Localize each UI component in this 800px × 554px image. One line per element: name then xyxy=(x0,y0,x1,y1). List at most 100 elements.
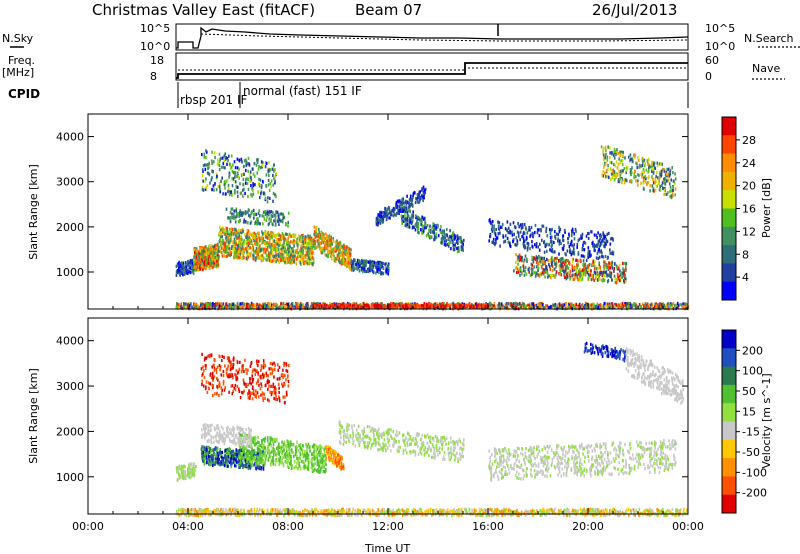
range-gate-cell xyxy=(372,261,374,265)
range-gate-cell xyxy=(421,230,423,234)
range-gate-cell xyxy=(557,239,559,243)
range-gate-cell xyxy=(515,236,518,240)
range-gate-cell xyxy=(283,240,285,245)
range-gate-cell xyxy=(424,223,427,227)
range-gate-cell xyxy=(540,302,542,306)
range-gate-cell xyxy=(211,188,213,192)
range-gate-cell xyxy=(416,215,418,219)
range-gate-cell xyxy=(615,281,618,285)
range-gate-cell xyxy=(235,242,237,246)
range-gate-cell xyxy=(332,253,334,257)
range-gate-cell xyxy=(302,233,304,238)
range-gate-cell xyxy=(647,157,650,161)
range-gate-cell xyxy=(506,228,508,232)
range-gate-cell xyxy=(234,239,237,244)
range-gate-cell xyxy=(640,172,642,176)
range-gate-cell xyxy=(527,228,530,232)
range-gate-cell xyxy=(207,166,209,170)
range-gate-cell xyxy=(641,173,644,177)
range-gate-cell xyxy=(307,247,309,251)
range-gate-cell xyxy=(549,231,552,236)
range-gate-cell xyxy=(202,179,204,183)
range-gate-cell xyxy=(418,231,420,235)
range-gate-cell xyxy=(347,247,349,251)
range-gate-cell xyxy=(272,304,275,309)
range-gate-cell xyxy=(516,239,519,243)
range-gate-cell xyxy=(544,268,546,272)
range-gate-cell xyxy=(276,210,279,214)
range-gate-cell xyxy=(622,261,624,265)
range-gate-cell xyxy=(209,261,211,265)
range-gate-cell xyxy=(531,272,533,276)
range-gate-cell xyxy=(330,251,333,255)
range-gate-cell xyxy=(378,218,380,222)
range-gate-cell xyxy=(509,231,512,235)
range-gate-cell xyxy=(402,197,404,201)
range-gate-cell xyxy=(614,302,616,307)
range-gate-cell xyxy=(220,250,223,255)
range-gate-cell xyxy=(328,234,331,238)
range-gate-cell xyxy=(405,224,408,228)
range-gate-cell xyxy=(382,214,385,218)
range-gate-cell xyxy=(178,265,180,269)
range-gate-cell xyxy=(207,264,209,268)
range-gate-cell xyxy=(246,246,248,250)
range-gate-cell xyxy=(583,264,585,268)
range-gate-cell xyxy=(543,256,545,260)
range-gate-cell xyxy=(558,264,560,268)
range-gate-cell xyxy=(198,258,200,262)
range-gate-cell xyxy=(637,158,640,162)
range-gate-cell xyxy=(488,239,490,243)
range-gate-cell xyxy=(567,259,569,263)
range-gate-cell xyxy=(245,305,248,309)
range-gate-cell xyxy=(560,273,563,277)
range-gate-cell xyxy=(374,265,377,269)
range-gate-cell xyxy=(260,192,262,196)
range-gate-cell xyxy=(274,193,276,197)
range-gate-cell xyxy=(286,242,288,246)
range-gate-cell xyxy=(554,234,556,239)
range-gate-cell xyxy=(384,262,386,266)
range-gate-cell xyxy=(632,304,634,308)
range-gate-cell xyxy=(612,251,615,255)
range-gate-cell xyxy=(603,241,606,245)
range-gate-cell xyxy=(599,268,602,272)
range-gate-cell xyxy=(363,262,365,266)
range-gate-cell xyxy=(546,257,548,262)
range-gate-cell xyxy=(669,195,672,199)
range-gate-cell xyxy=(609,237,612,241)
range-gate-cell xyxy=(596,236,598,240)
range-gate-cell xyxy=(553,274,555,278)
range-gate-cell xyxy=(551,268,554,273)
range-gate-cell xyxy=(288,250,291,254)
range-gate-cell xyxy=(199,267,202,271)
range-gate-cell xyxy=(657,176,659,180)
range-gate-cell xyxy=(551,256,553,260)
range-gate-cell xyxy=(524,266,527,270)
range-gate-cell xyxy=(518,258,521,263)
range-gate-cell xyxy=(264,209,266,214)
range-gate-cell xyxy=(285,250,287,254)
range-gate-cell xyxy=(517,302,519,306)
range-gate-cell xyxy=(611,150,613,155)
range-gate-cell xyxy=(518,253,521,257)
range-gate-cell xyxy=(616,265,618,270)
range-gate-cell xyxy=(377,220,379,224)
range-gate-cell xyxy=(529,247,531,251)
range-gate-cell xyxy=(225,306,228,310)
range-gate-cell xyxy=(666,179,668,183)
range-gate-cell xyxy=(314,239,316,244)
range-gate-cell xyxy=(566,249,569,253)
range-gate-cell xyxy=(249,237,251,241)
range-gate-cell xyxy=(210,249,212,253)
range-gate-cell xyxy=(594,264,597,268)
range-gate-cell xyxy=(558,225,560,229)
range-gate-cell xyxy=(202,164,205,168)
range-gate-cell xyxy=(305,241,308,245)
range-gate-cell xyxy=(388,216,390,220)
range-gate-cell xyxy=(282,215,285,219)
range-gate-cell xyxy=(564,303,567,307)
range-gate-cell xyxy=(250,239,253,243)
range-gate-cell xyxy=(261,230,263,234)
range-gate-cell xyxy=(560,242,562,246)
